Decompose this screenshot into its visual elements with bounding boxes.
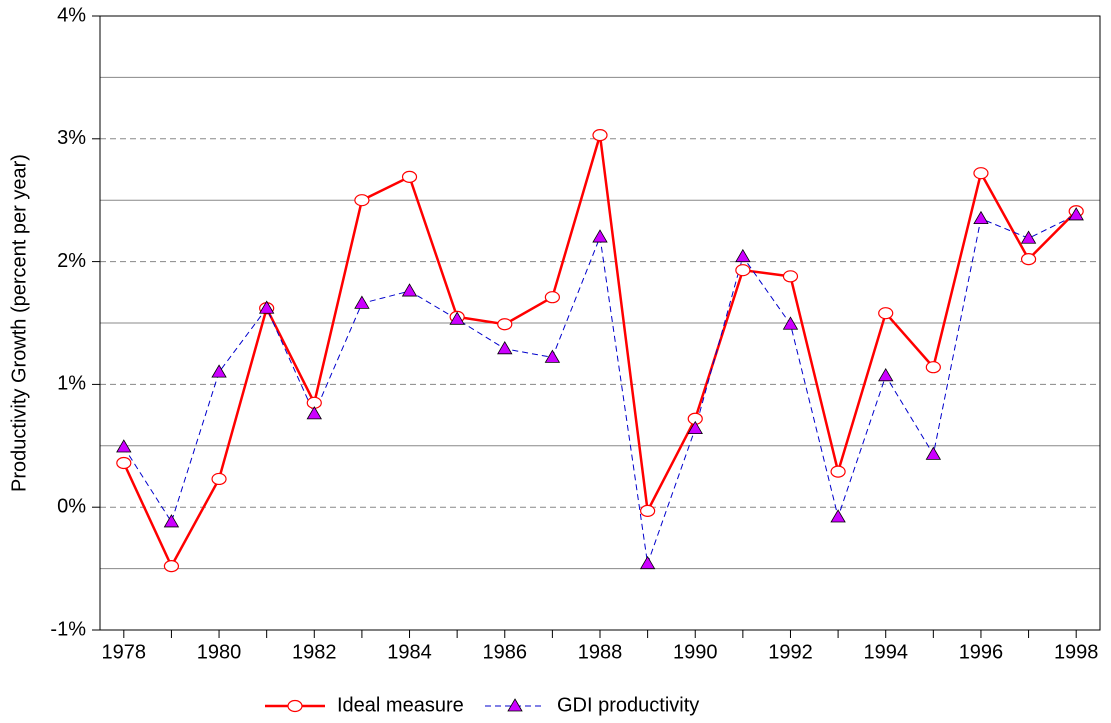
point bbox=[497, 318, 513, 331]
x-tick-label: 1998 bbox=[1054, 641, 1099, 663]
legend-marker bbox=[287, 699, 303, 713]
x-tick-label: 1984 bbox=[387, 641, 432, 663]
point bbox=[544, 291, 560, 304]
y-tick-label: 0% bbox=[57, 495, 86, 517]
point bbox=[639, 555, 656, 570]
point bbox=[258, 300, 275, 314]
point bbox=[163, 514, 180, 528]
y-tick-label: 1% bbox=[57, 373, 86, 395]
point bbox=[782, 270, 799, 283]
point bbox=[830, 509, 846, 523]
point bbox=[1020, 253, 1037, 266]
point bbox=[401, 283, 418, 297]
point bbox=[306, 406, 322, 420]
legend-label: GDI productivity bbox=[557, 694, 699, 716]
point bbox=[640, 504, 656, 517]
point bbox=[1068, 207, 1084, 221]
point bbox=[878, 368, 894, 382]
x-tick-label: 1982 bbox=[292, 641, 337, 663]
y-tick-label: 4% bbox=[57, 4, 86, 26]
point bbox=[544, 349, 561, 363]
point bbox=[735, 264, 751, 277]
x-tick-label: 1996 bbox=[959, 641, 1004, 663]
point bbox=[925, 446, 942, 460]
point bbox=[592, 229, 608, 243]
x-tick-label: 1990 bbox=[673, 641, 718, 663]
point bbox=[878, 307, 894, 320]
x-tick-label: 1980 bbox=[197, 641, 242, 663]
point bbox=[973, 210, 989, 225]
point bbox=[401, 170, 418, 183]
point bbox=[354, 194, 370, 207]
point bbox=[735, 248, 751, 263]
x-tick-label: 1992 bbox=[768, 641, 813, 663]
point bbox=[497, 340, 513, 355]
point bbox=[925, 361, 941, 374]
x-tick-label: 1978 bbox=[102, 641, 147, 663]
series-line bbox=[123, 214, 1077, 564]
point bbox=[973, 167, 989, 180]
point bbox=[116, 439, 132, 453]
y-tick-label: 3% bbox=[57, 127, 86, 149]
point bbox=[592, 129, 608, 142]
point bbox=[116, 456, 132, 470]
x-tick-label: 1994 bbox=[863, 641, 908, 663]
x-tick-label: 1986 bbox=[483, 641, 528, 663]
point bbox=[1020, 230, 1037, 244]
legend-marker bbox=[507, 698, 523, 712]
y-axis-label: Productivity Growth (percent per year) bbox=[8, 154, 30, 492]
point bbox=[211, 364, 227, 378]
point bbox=[830, 465, 846, 478]
point bbox=[782, 316, 799, 330]
point bbox=[687, 420, 703, 435]
y-tick-label: 2% bbox=[57, 250, 86, 272]
x-tick-label: 1988 bbox=[578, 641, 623, 663]
point bbox=[354, 295, 370, 309]
point bbox=[211, 472, 227, 486]
point bbox=[163, 560, 180, 573]
legend-label: Ideal measure bbox=[337, 694, 464, 716]
y-tick-label: -1% bbox=[50, 618, 86, 640]
point bbox=[449, 311, 465, 325]
